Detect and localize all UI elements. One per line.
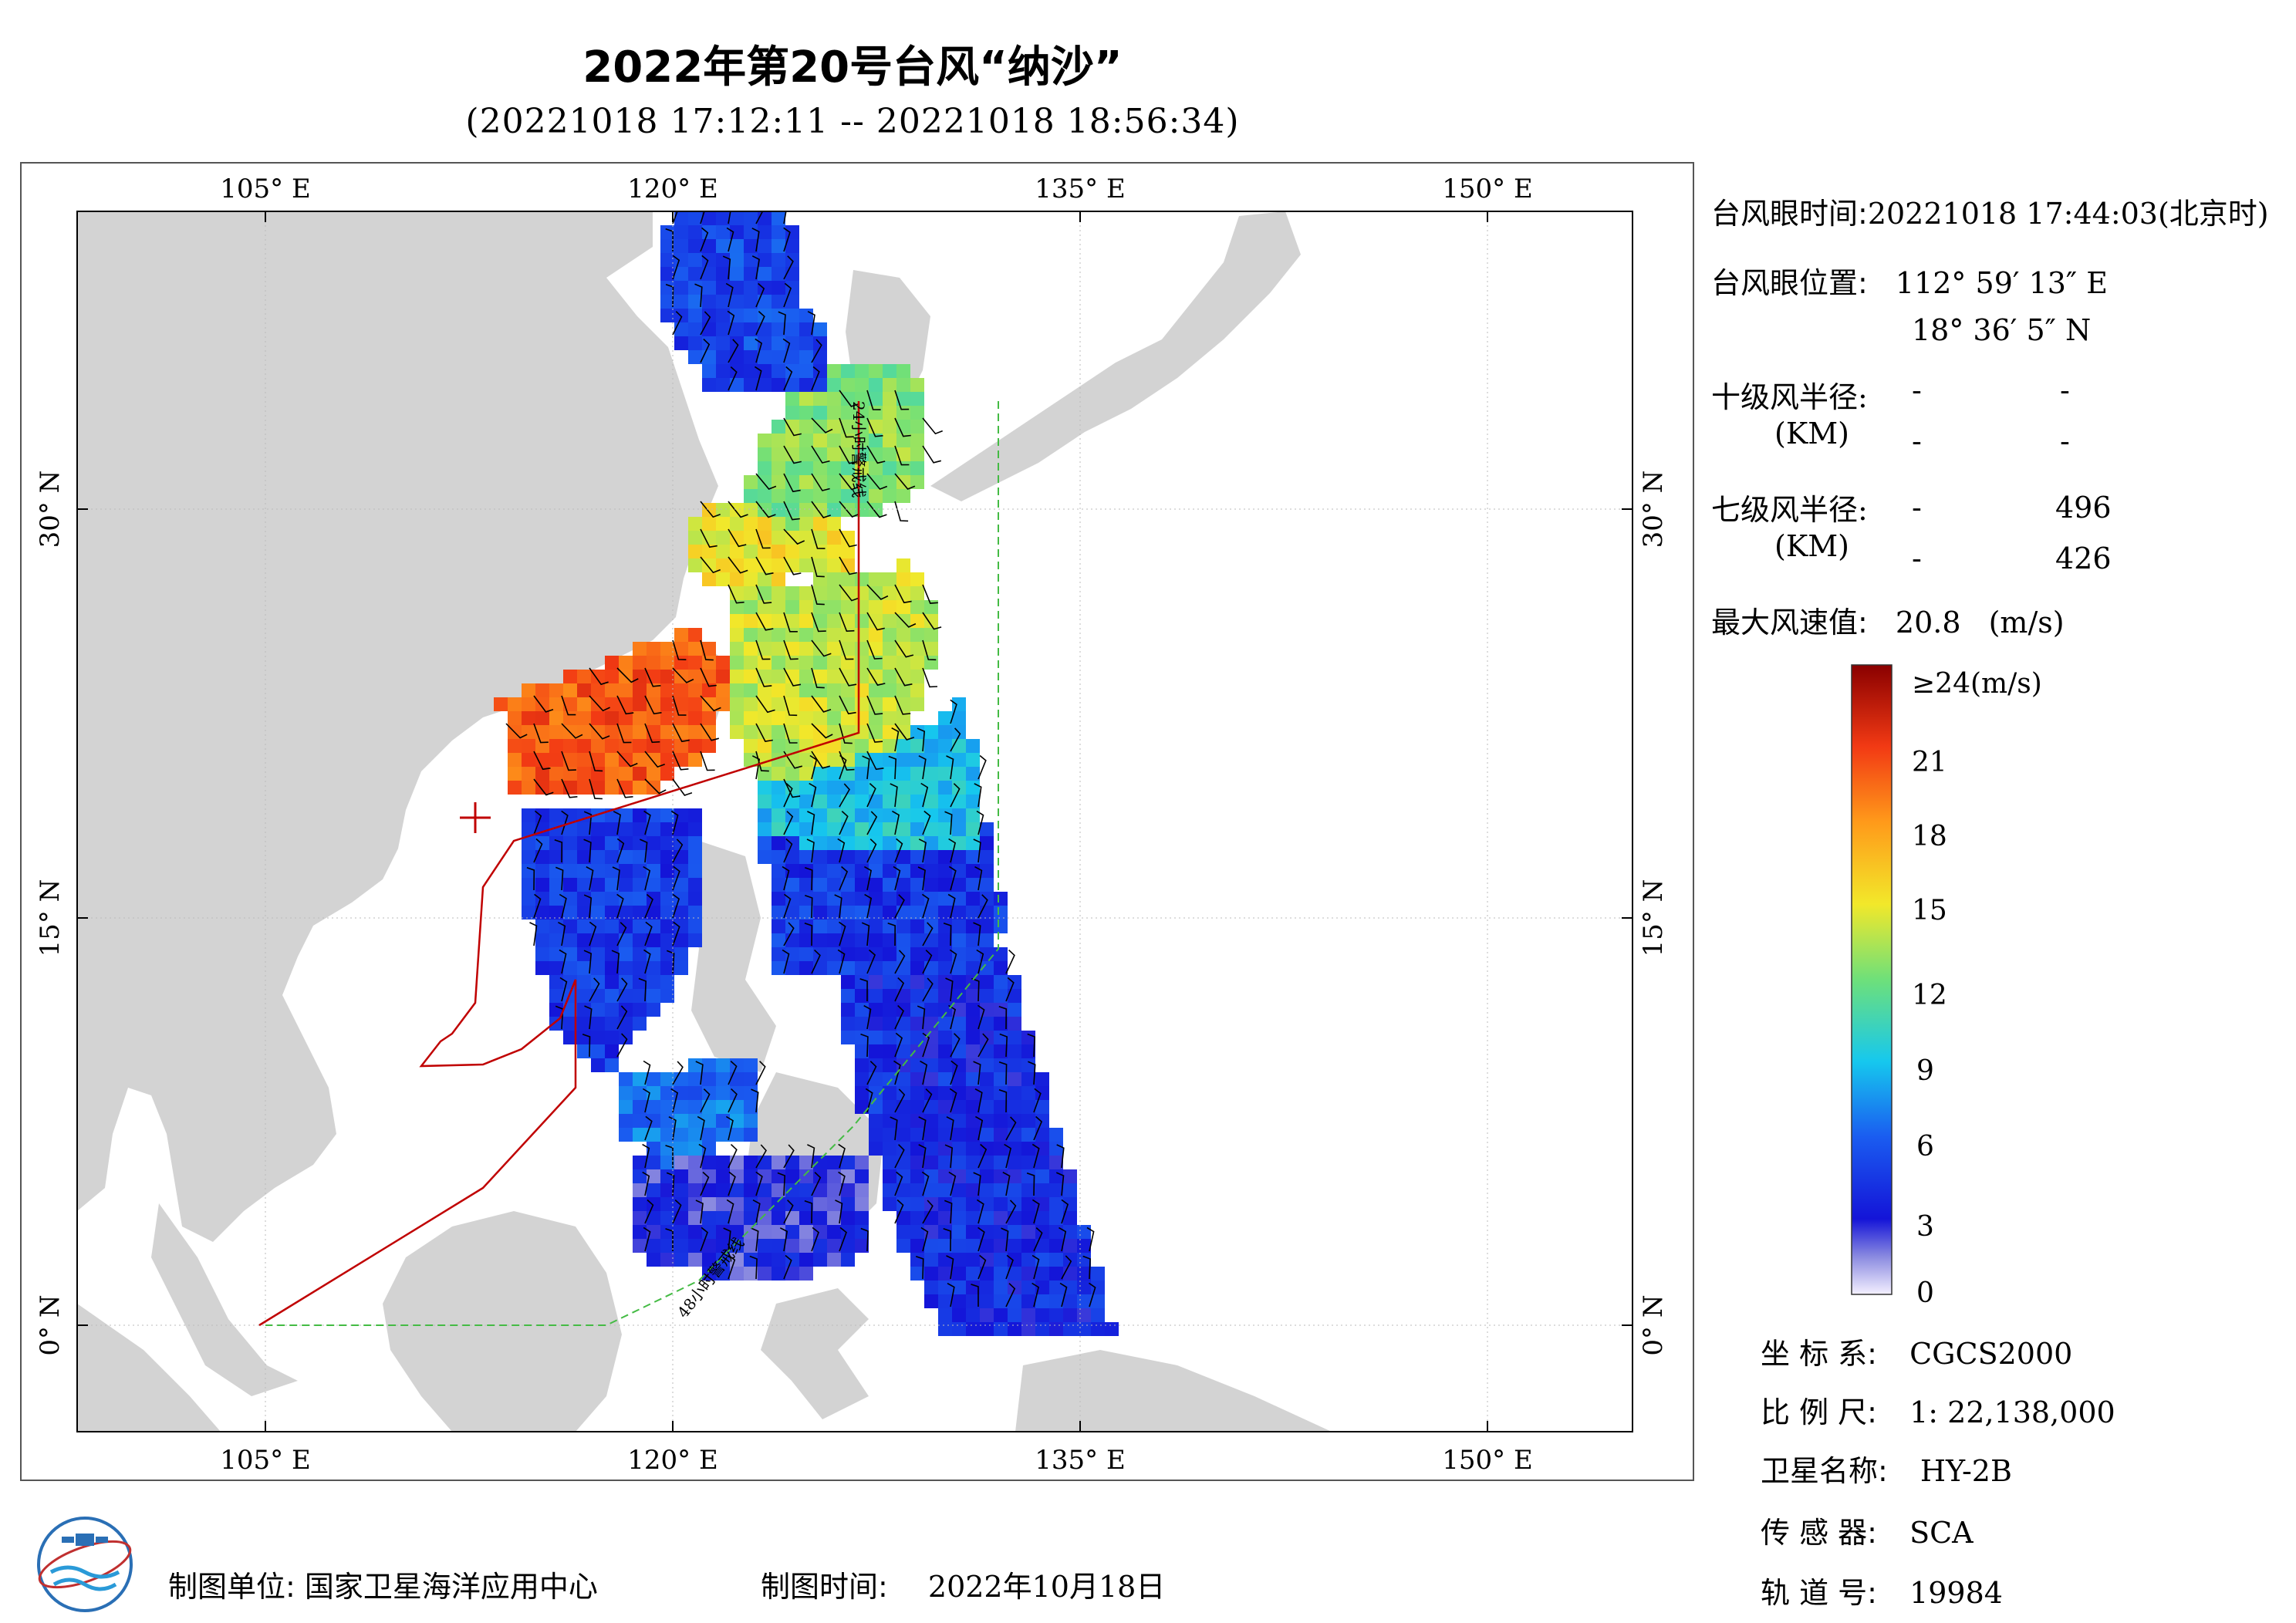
sensor-row: 传 感 器: SCA [1761, 1509, 1974, 1551]
graticule [77, 211, 1633, 1432]
max-wind-value: 20.8 [1895, 606, 1961, 639]
borneo [383, 1211, 622, 1432]
lon-label-bottom: 150° E [1442, 1445, 1533, 1476]
max-wind-label: 最大风速值: [1711, 606, 1868, 639]
map-frame [20, 162, 1694, 1481]
r7-value: - [1912, 491, 1922, 525]
lat-label-left: 15° N [35, 879, 66, 957]
legend-label: 21 [1912, 747, 1947, 778]
legend-label: 9 [1916, 1055, 1934, 1087]
eye-time-label: 台风眼时间: [1711, 197, 1868, 231]
scale-row: 比 例 尺: 1: 22,138,000 [1761, 1388, 2115, 1431]
lon-label-bottom: 105° E [220, 1445, 311, 1476]
asia-mainland [77, 211, 718, 1242]
eye-lon: 112° 59′ 13″ E [1895, 266, 2108, 300]
warning-line-48h [265, 401, 999, 1326]
max-wind-unit: (m/s) [1988, 606, 2065, 639]
r10-value: - [1912, 373, 1922, 407]
date-label: 制图时间: [761, 1570, 888, 1604]
colorbar [1851, 664, 1893, 1295]
eye-time-value: 20221018 17:44:03(北京时) [1867, 197, 2269, 231]
crs-row: 坐 标 系: CGCS2000 [1761, 1330, 2072, 1372]
wind-barbs [505, 211, 1096, 1308]
warning-line-24h [258, 401, 860, 1327]
max-wind-row: 最大风速值: 20.8 (m/s) [1711, 599, 2065, 641]
eye-time-row: 台风眼时间:20221018 17:44:03(北京时) [1711, 190, 2269, 232]
time-range: (20221018 17:12:11 -- 20221018 18:56:34) [465, 102, 1240, 141]
satellite-label: 卫星名称: [1761, 1454, 1888, 1488]
legend-label-max: ≥24(m/s) [1912, 668, 2042, 700]
scale-label: 比 例 尺: [1761, 1395, 1877, 1429]
r7-value: - [1912, 542, 1922, 575]
malay-peninsula [151, 1203, 298, 1396]
lat-label-left: 30° N [35, 471, 66, 548]
lat-label-left: 0° N [35, 1294, 66, 1355]
scale-value: 1: 22,138,000 [1909, 1395, 2115, 1429]
lon-label-top: 120° E [627, 174, 718, 204]
r7-label: 七级风半径: [1711, 493, 1868, 527]
lat-label-right: 0° N [1638, 1294, 1669, 1355]
eye-pos-label: 台风眼位置: [1711, 266, 1868, 300]
wind-field-map: 24小时警戒线 48小时警戒线 105° E 120° E 135° E 150… [35, 174, 1669, 1476]
date-row: 制图时间: 2022年10月18日 [761, 1563, 1165, 1605]
sumatra [77, 1304, 221, 1432]
lat-labels: 30° N 15° N 0° N 30° N 15° N 0° N [35, 471, 1669, 1356]
orbit-label: 轨 道 号: [1761, 1576, 1877, 1610]
legend-label: 12 [1912, 980, 1947, 1011]
legend-label: 18 [1912, 821, 1947, 852]
producer-value: 国家卫星海洋应用中心 [304, 1570, 598, 1604]
producer-label: 制图单位: [168, 1570, 295, 1604]
plot-border [76, 211, 1633, 1432]
r10-value: - [2060, 424, 2070, 458]
legend-label: 15 [1912, 895, 1947, 926]
producer-row: 制图单位: 国家卫星海洋应用中心 [168, 1563, 598, 1605]
lon-label-top: 135° E [1035, 174, 1126, 204]
r10-unit: (KM) [1774, 417, 1849, 450]
r10-label: 十级风半径: [1711, 380, 1868, 414]
r7-value: 426 [2055, 542, 2112, 575]
legend-label: 3 [1916, 1211, 1934, 1243]
sulawesi [761, 1288, 869, 1419]
luzon [684, 841, 776, 1072]
typhoon-eye-marker [460, 802, 491, 833]
sensor-value: SCA [1909, 1516, 1974, 1550]
lon-label-bottom: 135° E [1035, 1445, 1126, 1476]
new-guinea [1015, 1350, 1332, 1432]
lon-labels: 105° E 120° E 135° E 150° E 105° E 120° … [220, 174, 1533, 1476]
orbit-value: 19984 [1909, 1576, 2003, 1610]
lon-label-bottom: 120° E [627, 1445, 718, 1476]
crs-value: CGCS2000 [1909, 1337, 2073, 1371]
r7-unit: (KM) [1774, 529, 1849, 563]
legend-label-min: 0 [1916, 1277, 1934, 1309]
satellite-value: HY-2B [1920, 1454, 2012, 1488]
satellite-row: 卫星名称: HY-2B [1761, 1447, 2012, 1490]
lon-label-top: 150° E [1442, 174, 1533, 204]
warning-lines [258, 401, 999, 1327]
lat-label-right: 15° N [1638, 879, 1669, 957]
date-value: 2022年10月18日 [927, 1570, 1166, 1604]
japan [930, 211, 1301, 501]
lon-label-top: 105° E [220, 174, 311, 204]
eye-pos-row: 台风眼位置: 112° 59′ 13″ E [1711, 259, 2108, 302]
legend-label: 6 [1916, 1131, 1934, 1162]
r10-value: - [1912, 424, 1922, 458]
warning-label-24h: 24小时警戒线 [849, 401, 868, 498]
crs-label: 坐 标 系: [1761, 1337, 1877, 1371]
r7-value: 496 [2055, 491, 2112, 525]
eye-lat: 18° 36′ 5″ N [1912, 313, 2092, 347]
orbit-row: 轨 道 号: 19984 [1761, 1569, 2003, 1611]
tick-marks [77, 211, 1633, 1432]
nsoas-logo-icon [37, 1517, 133, 1612]
map-title: 2022年第20号台风“纳沙” [582, 42, 1123, 93]
r10-value: - [2060, 373, 2070, 407]
sensor-label: 传 感 器: [1761, 1516, 1877, 1550]
lat-label-right: 30° N [1638, 471, 1669, 548]
